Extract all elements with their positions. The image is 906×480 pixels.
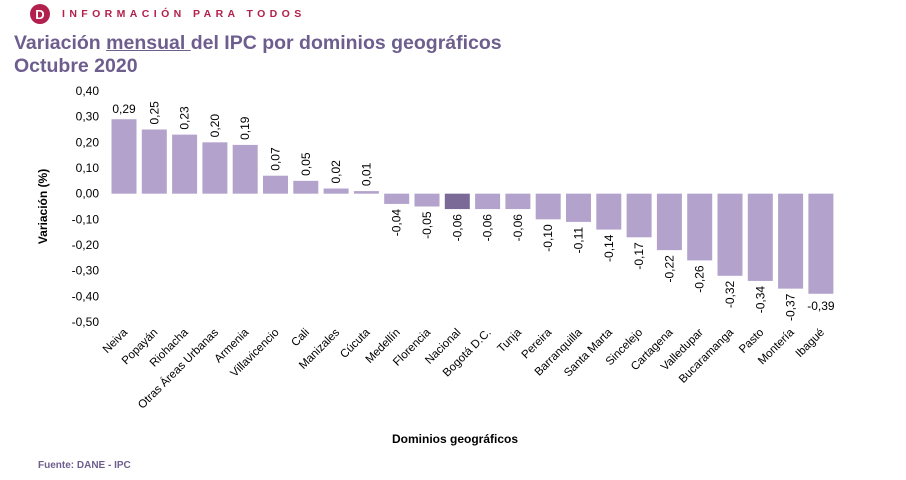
- y-tick-label: 0,40: [76, 84, 100, 98]
- data-label: -0,34: [753, 286, 767, 314]
- x-tick-label: Tunja: [495, 326, 524, 355]
- data-label: -0,06: [450, 214, 464, 242]
- x-tick-label: Bucaramanga: [677, 326, 737, 386]
- y-tick-label: -0,30: [72, 264, 100, 278]
- data-label: -0,05: [420, 211, 434, 239]
- x-axis-title: Dominios geográficos: [392, 432, 518, 446]
- data-label: -0,10: [541, 224, 555, 252]
- y-axis-title: Variación (%): [36, 169, 50, 244]
- bar-23: [808, 193, 834, 294]
- data-label: -0,14: [602, 234, 616, 262]
- y-tick-label: 0,20: [76, 135, 100, 149]
- bar-17: [626, 193, 652, 238]
- y-tick-label: -0,40: [72, 289, 100, 303]
- chart-title: Variación mensual del IPC por dominios g…: [14, 32, 502, 78]
- bar-7: [323, 188, 349, 194]
- bar-18: [656, 193, 682, 251]
- data-label: -0,04: [390, 209, 404, 237]
- bar-5: [263, 175, 288, 194]
- bar-2: [172, 134, 198, 194]
- data-label: 0,07: [269, 147, 283, 171]
- bar-15: [566, 193, 591, 222]
- bar-1: [141, 129, 167, 194]
- data-label: 0,25: [147, 101, 161, 125]
- brand-tagline: INFORMACIÓN PARA TODOS: [62, 8, 306, 20]
- y-tick-label: 0,10: [76, 161, 100, 175]
- data-label: -0,37: [784, 293, 798, 321]
- y-tick-label: 0,30: [76, 110, 100, 124]
- data-label: -0,06: [511, 214, 525, 242]
- y-tick-label: -0,10: [72, 212, 100, 226]
- y-tick-label: -0,50: [72, 315, 100, 329]
- bar-6: [293, 180, 319, 194]
- data-label: -0,11: [572, 227, 586, 254]
- data-label: -0,17: [632, 242, 646, 270]
- bar-12: [475, 193, 501, 210]
- bar-14: [535, 193, 561, 220]
- data-label: -0,32: [723, 280, 737, 308]
- data-label: 0,20: [208, 114, 222, 138]
- data-label: 0,19: [238, 116, 252, 140]
- data-label: 0,05: [299, 152, 313, 176]
- data-label: 0,02: [329, 160, 343, 184]
- bar-11: [444, 193, 470, 210]
- source-note: Fuente: DANE - IPC: [38, 460, 131, 471]
- bar-20: [717, 193, 743, 276]
- y-tick-label: 0,00: [76, 187, 100, 201]
- data-label: 0,29: [112, 102, 136, 116]
- title-part2: del IPC por dominios geográficos: [190, 32, 502, 54]
- data-label: 0,01: [359, 162, 373, 186]
- x-tick-label: Cali: [289, 327, 311, 349]
- bar-21: [747, 193, 773, 281]
- bar-0: [111, 119, 137, 194]
- bar-13: [505, 193, 531, 210]
- bar-3: [202, 142, 228, 194]
- y-tick-label: -0,20: [72, 238, 100, 252]
- data-label: -0,26: [693, 265, 707, 293]
- title-underlined: mensual: [106, 32, 191, 54]
- title-part1: Variación: [14, 32, 107, 54]
- brand-header: D INFORMACIÓN PARA TODOS: [30, 4, 306, 24]
- dane-logo-icon: D: [30, 4, 50, 24]
- bar-8: [353, 191, 379, 194]
- data-label: -0,22: [662, 255, 676, 283]
- title-subtitle: Octubre 2020: [14, 55, 138, 77]
- data-label: -0,06: [481, 214, 495, 242]
- bar-4: [232, 144, 258, 194]
- x-tick-label: Ibagué: [794, 327, 827, 360]
- bar-9: [384, 193, 410, 204]
- bar-22: [778, 193, 804, 289]
- data-label: 0,23: [178, 106, 192, 130]
- bar-16: [596, 193, 622, 230]
- bar-19: [687, 193, 713, 261]
- data-label: -0,39: [807, 299, 835, 313]
- bar-10: [414, 193, 440, 207]
